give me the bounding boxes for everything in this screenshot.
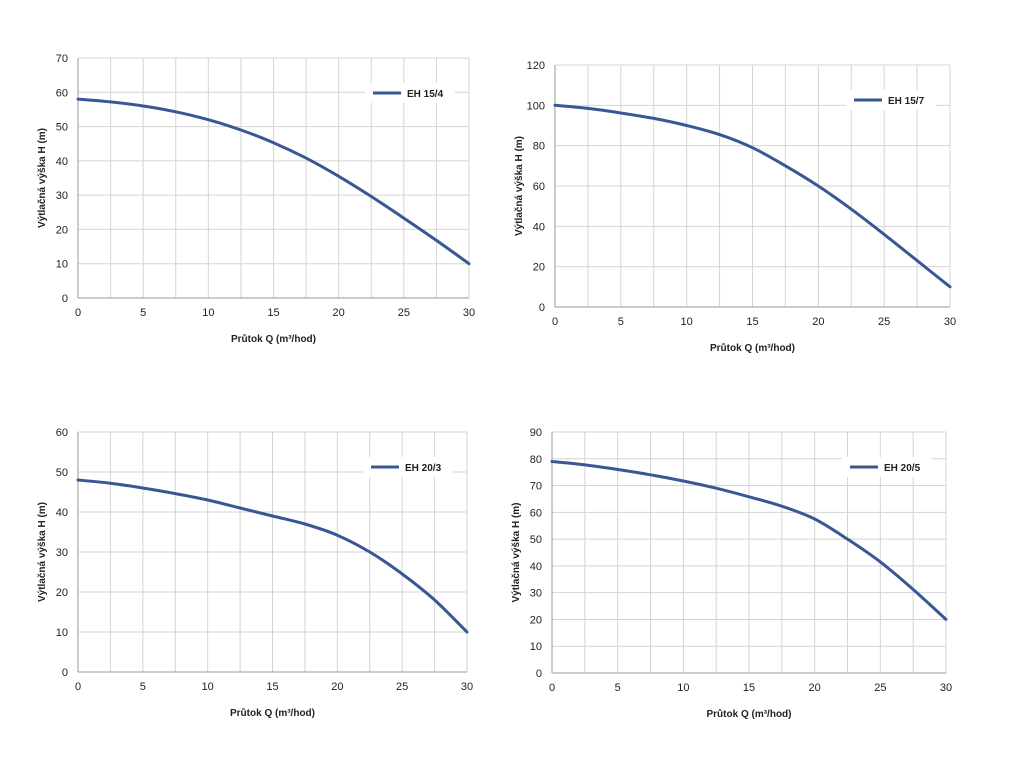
x-axis-title: Průtok Q (m³/hod) xyxy=(707,708,792,720)
x-tick-label: 20 xyxy=(333,307,345,319)
y-tick-label: 40 xyxy=(56,156,68,168)
y-tick-label: 0 xyxy=(536,668,542,680)
legend-box xyxy=(365,83,455,103)
x-tick-label: 30 xyxy=(463,307,475,319)
chart-2: 0 5 10 15 20 25 30 0 20 40 60 80 100 120 Průtok Q (m³/… xyxy=(514,60,956,354)
y-tick-label: 100 xyxy=(527,100,545,112)
x-tick-label: 20 xyxy=(809,682,821,694)
legend-box xyxy=(363,457,453,477)
x-tick-label: 15 xyxy=(746,316,758,328)
x-tick-label: 10 xyxy=(202,307,214,319)
y-tick-label: 70 xyxy=(530,481,542,493)
x-tick-label: 25 xyxy=(396,681,408,693)
legend-label: EH 15/4 xyxy=(407,89,444,100)
x-axis-title: Průtok Q (m³/hod) xyxy=(231,333,316,345)
y-tick-label: 10 xyxy=(530,641,542,653)
legend-box xyxy=(846,90,936,110)
x-tick-label: 5 xyxy=(615,682,621,694)
y-tick-label: 30 xyxy=(56,547,68,559)
series-line-1 xyxy=(550,460,948,621)
y-tick-label: 20 xyxy=(530,614,542,626)
y-tick-label: 30 xyxy=(530,588,542,600)
y-tick-label: 10 xyxy=(56,627,68,639)
x-tick-label: 10 xyxy=(681,316,693,328)
x-tick-label: 25 xyxy=(398,307,410,319)
chart-4: 0 5 10 15 20 25 30 0 10 20 30 40 50 60 70 80 90 Průtok Q … xyxy=(511,427,952,720)
legend-label: EH 20/5 xyxy=(884,463,921,474)
y-tick-label: 40 xyxy=(530,561,542,573)
x-tick-label: 0 xyxy=(549,682,555,694)
x-tick-label: 15 xyxy=(743,682,755,694)
series-line-1 xyxy=(76,97,471,266)
y-tick-label: 60 xyxy=(56,427,68,439)
y-axis-title: Výtlačná výška H (m) xyxy=(37,502,48,602)
x-tick-label: 10 xyxy=(677,682,689,694)
y-tick-label: 70 xyxy=(56,53,68,65)
series-line-1 xyxy=(76,478,469,634)
y-tick-label: 50 xyxy=(56,467,68,479)
y-tick-label: 30 xyxy=(56,190,68,202)
x-tick-label: 30 xyxy=(944,316,956,328)
x-tick-label: 25 xyxy=(874,682,886,694)
y-tick-label: 90 xyxy=(530,427,542,439)
x-tick-label: 30 xyxy=(461,681,473,693)
x-tick-label: 10 xyxy=(202,681,214,693)
legend-label: EH 20/3 xyxy=(405,463,442,474)
x-tick-label: 20 xyxy=(812,316,824,328)
legend-box xyxy=(842,457,932,477)
series-line-1 xyxy=(553,103,952,289)
y-tick-label: 0 xyxy=(539,302,545,314)
y-tick-label: 120 xyxy=(527,60,545,72)
x-tick-label: 0 xyxy=(75,307,81,319)
x-tick-label: 0 xyxy=(552,316,558,328)
x-tick-label: 25 xyxy=(878,316,890,328)
y-tick-label: 0 xyxy=(62,667,68,679)
y-tick-label: 20 xyxy=(533,262,545,274)
y-tick-label: 60 xyxy=(56,87,68,99)
x-tick-label: 30 xyxy=(940,682,952,694)
x-tick-label: 5 xyxy=(140,681,146,693)
x-axis-title: Průtok Q (m³/hod) xyxy=(230,707,315,719)
y-axis-title: Výtlačná výška H (m) xyxy=(511,502,522,602)
y-tick-label: 50 xyxy=(530,534,542,546)
chart-1: 0 5 10 15 20 25 30 0 10 20 30 40 50 60 70 Průtok Q (m³/… xyxy=(37,53,475,345)
y-tick-label: 60 xyxy=(533,181,545,193)
x-tick-label: 15 xyxy=(266,681,278,693)
x-tick-label: 0 xyxy=(75,681,81,693)
x-tick-label: 20 xyxy=(331,681,343,693)
y-tick-label: 50 xyxy=(56,122,68,134)
y-tick-label: 20 xyxy=(56,587,68,599)
y-tick-label: 80 xyxy=(533,141,545,153)
y-tick-label: 80 xyxy=(530,454,542,466)
y-axis-title: Výtlačná výška H (m) xyxy=(37,128,48,228)
y-tick-label: 40 xyxy=(533,221,545,233)
y-tick-label: 0 xyxy=(62,293,68,305)
x-axis-title: Průtok Q (m³/hod) xyxy=(710,342,795,354)
legend-label: EH 15/7 xyxy=(888,96,925,107)
x-tick-label: 5 xyxy=(140,307,146,319)
y-tick-label: 20 xyxy=(56,224,68,236)
y-tick-label: 40 xyxy=(56,507,68,519)
x-tick-label: 5 xyxy=(618,316,624,328)
y-axis-title: Výtlačná výška H (m) xyxy=(514,136,525,236)
y-tick-label: 10 xyxy=(56,259,68,271)
x-tick-label: 15 xyxy=(267,307,279,319)
chart-3: 0 5 10 15 20 25 30 0 10 20 30 40 50 60 Průtok Q (m³/ho… xyxy=(37,427,473,719)
y-tick-label: 60 xyxy=(530,507,542,519)
